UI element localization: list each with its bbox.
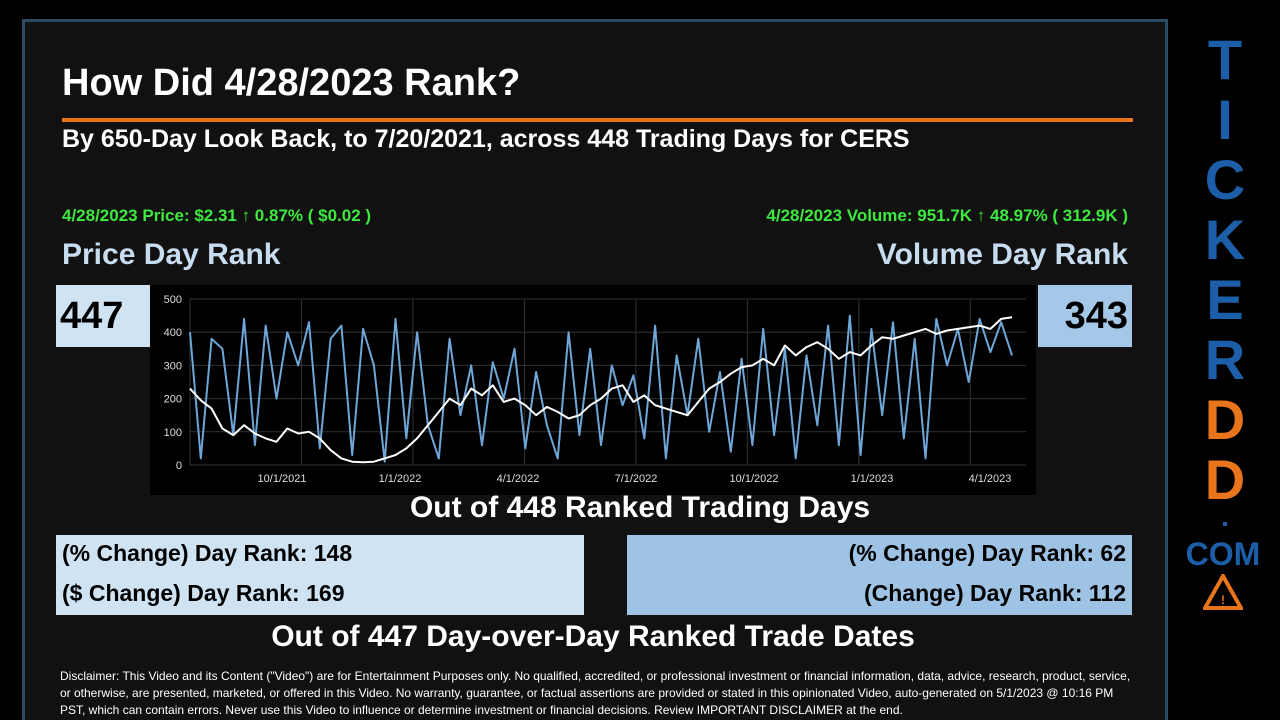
y-tick-label: 400: [164, 327, 182, 339]
price-rank-value: 447: [60, 294, 124, 337]
x-tick-label: 4/1/2022: [497, 473, 540, 485]
rank-chart: 0 100 200 300 400 500 10/1/2021 1/1/2022 4/1/202…: [150, 285, 1036, 495]
volume-rank-line: [189, 314, 1013, 463]
ranked-dates-caption: Out of 447 Day-over-Day Ranked Trade Dat…: [271, 620, 915, 653]
disclaimer-text: Disclaimer: This Video and its Content (…: [60, 669, 1131, 717]
volume-rank-heading: Volume Day Rank: [876, 238, 1128, 271]
brand-com: COM: [1185, 536, 1261, 572]
brand-letter: E: [1206, 268, 1244, 331]
svg-text:!: !: [1221, 593, 1225, 607]
title-divider: [62, 118, 1133, 122]
price-summary: 4/28/2023 Price: $2.31 ↑ 0.87% ( $0.02 ): [62, 206, 372, 225]
y-tick-label: 500: [164, 294, 182, 306]
x-tick-label: 1/1/2023: [851, 473, 894, 485]
volume-pct-change-rank: (% Change) Day Rank: 62: [848, 540, 1126, 566]
x-tick-label: 1/1/2022: [379, 473, 422, 485]
page-subtitle: By 650-Day Look Back, to 7/20/2021, acro…: [62, 125, 910, 153]
volume-change-panel: (% Change) Day Rank: 62 (Change) Day Ran…: [627, 535, 1132, 615]
brand-letter: K: [1204, 208, 1246, 271]
volume-rank-box: 343: [1038, 285, 1132, 347]
x-tick-label: 7/1/2022: [615, 473, 658, 485]
brand-vertical-logo: T I C K E R D D . COM !: [1185, 30, 1265, 615]
y-tick-label: 0: [176, 460, 182, 472]
price-rank-heading: Price Day Rank: [62, 238, 281, 271]
price-rank-line: [189, 316, 1013, 464]
ranked-days-caption: Out of 448 Ranked Trading Days: [409, 491, 871, 524]
x-tick-label: 10/1/2022: [730, 473, 779, 485]
volume-summary: 4/28/2023 Volume: 951.7K ↑ 48.97% ( 312.…: [766, 206, 1128, 225]
x-tick-label: 10/1/2021: [258, 473, 307, 485]
brand-letter: I: [1217, 88, 1233, 151]
page-title: How Did 4/28/2023 Rank?: [62, 62, 521, 104]
brand-letter: C: [1204, 148, 1246, 211]
volume-change-rank: (Change) Day Rank: 112: [863, 580, 1126, 606]
y-tick-label: 200: [164, 394, 182, 406]
brand-letter: R: [1204, 328, 1246, 391]
y-tick-label: 100: [164, 427, 182, 439]
y-tick-label: 300: [164, 360, 182, 372]
brand-letter: T: [1207, 28, 1243, 91]
warning-triangle-icon: !: [1201, 571, 1245, 610]
x-tick-label: 4/1/2023: [969, 473, 1012, 485]
price-change-panel: (% Change) Day Rank: 148 ($ Change) Day …: [56, 535, 584, 615]
brand-letter: D: [1204, 448, 1246, 511]
brand-letter: D: [1204, 388, 1246, 451]
rank-chart-svg: 0 100 200 300 400 500 10/1/2021 1/1/2022 4/1/202…: [164, 294, 1026, 485]
price-rank-box: 447: [56, 285, 150, 347]
volume-rank-value: 343: [1064, 294, 1128, 337]
price-dollar-change-rank: ($ Change) Day Rank: 169: [62, 580, 345, 606]
price-pct-change-rank: (% Change) Day Rank: 148: [62, 540, 353, 566]
brand-dot: .: [1221, 501, 1229, 532]
